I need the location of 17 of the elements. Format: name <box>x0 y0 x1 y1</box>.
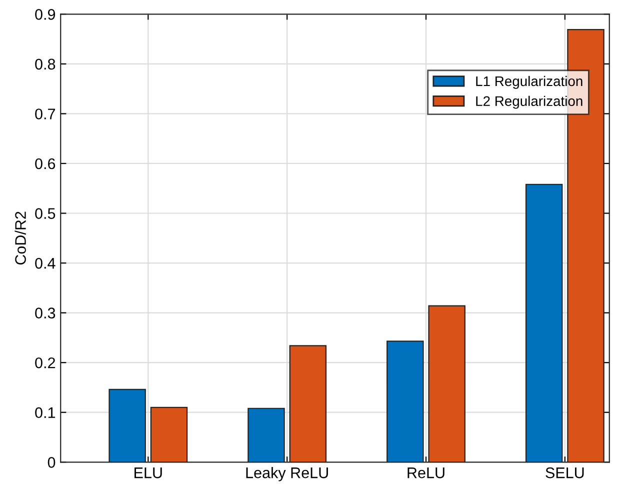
x-tick-label: ReLU <box>408 468 444 478</box>
y-axis-title: CoD/R2 <box>14 212 26 265</box>
y-tick-label: 0.1 <box>35 407 56 418</box>
y-tick-label: 0.9 <box>35 9 56 20</box>
x-tick-label: ELU <box>134 468 162 478</box>
y-tick-label: 0.7 <box>35 108 55 120</box>
y-tick-label: 0.3 <box>35 308 56 318</box>
x-tick-label: SELU <box>546 467 584 478</box>
x-tick-label: Leaky ReLU <box>246 466 328 482</box>
legend-label: L1 Regularization <box>476 76 582 89</box>
legend-label: L2 Regularization <box>476 96 582 109</box>
y-tick-label: 0.5 <box>35 208 56 219</box>
y-tick-label: 0.2 <box>35 357 55 368</box>
y-tick-label: 0.8 <box>35 58 56 70</box>
y-tick-label: 0.4 <box>35 258 56 269</box>
y-tick-label: 0.6 <box>35 158 56 170</box>
y-tick-label: 0 <box>48 457 56 468</box>
